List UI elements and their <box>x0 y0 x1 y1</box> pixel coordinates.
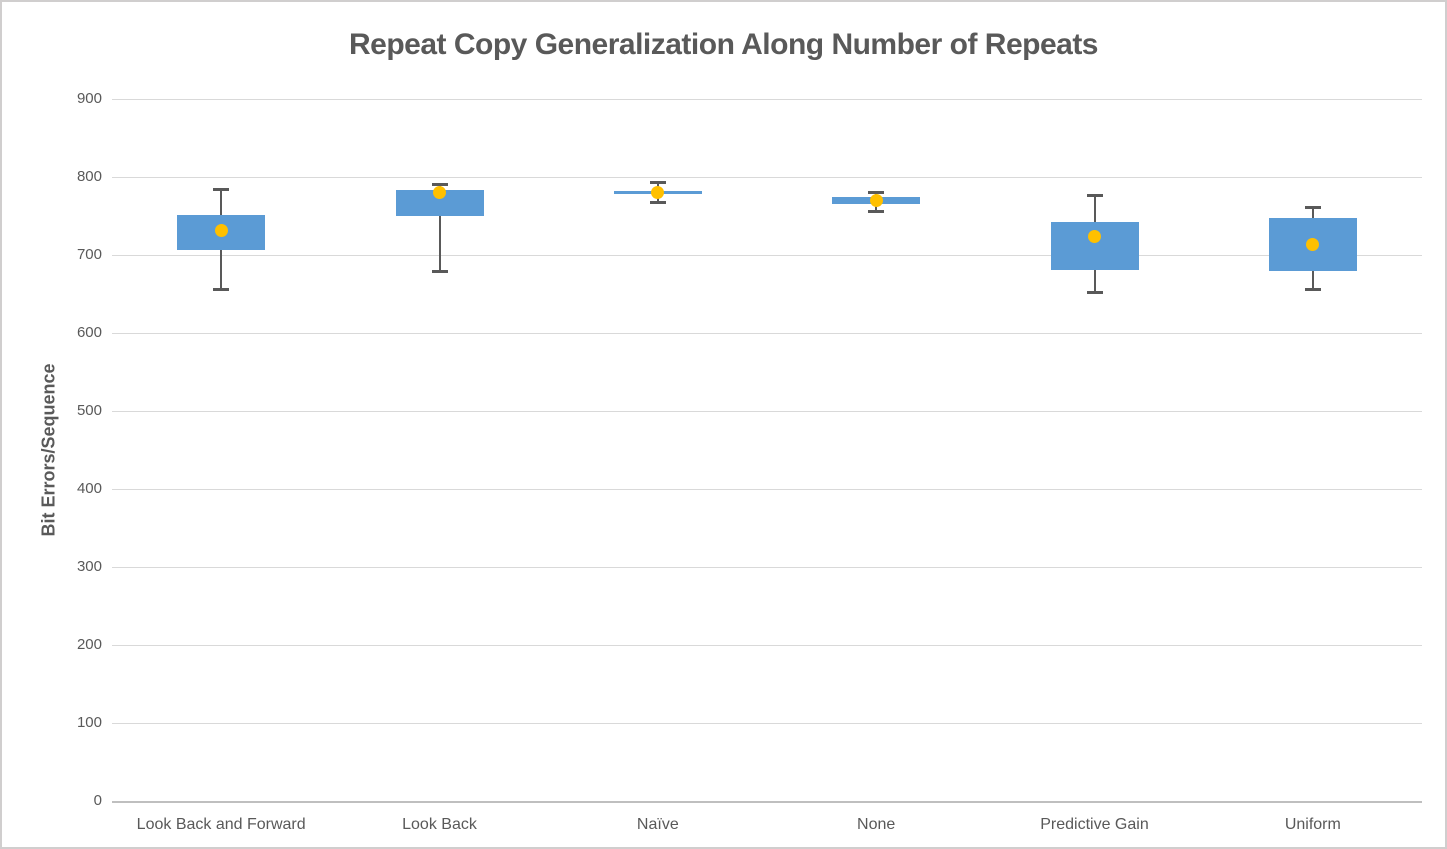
gridline <box>112 567 1422 568</box>
y-tick-label: 100 <box>76 714 102 731</box>
x-category-label: Naïve <box>636 816 679 833</box>
gridline <box>112 177 1422 178</box>
x-category-label: Look Back and Forward <box>136 816 306 833</box>
mean-marker <box>433 186 446 200</box>
whisker-cap-top <box>868 190 885 194</box>
x-category-label: None <box>857 816 896 833</box>
x-category-label: Uniform <box>1284 816 1341 833</box>
x-category-label: Predictive Gain <box>1040 816 1149 833</box>
y-tick-label: 700 <box>76 246 102 263</box>
whisker-cap-bottom <box>1086 291 1103 295</box>
mean-marker <box>214 223 228 237</box>
gridline <box>112 333 1422 334</box>
whisker-cap-bottom <box>213 287 230 291</box>
y-axis-title: Bit Errors/Sequence <box>38 363 59 537</box>
whisker-cap-top <box>431 183 448 187</box>
y-tick-label: 200 <box>76 636 102 653</box>
y-tick-label: 600 <box>76 324 102 341</box>
chart-title: Repeat Copy Generalization Along Number … <box>348 28 1099 61</box>
whisker-cap-bottom <box>868 210 885 214</box>
whisker-cap-top <box>1086 193 1103 197</box>
whisker-cap-bottom <box>1304 287 1321 291</box>
gridline <box>112 723 1422 724</box>
mean-marker <box>869 193 883 207</box>
y-tick-label: 800 <box>76 168 102 185</box>
mean-marker <box>1306 237 1320 251</box>
mean-marker <box>651 186 665 200</box>
gridline <box>112 489 1422 490</box>
gridline <box>112 99 1422 100</box>
whisker-cap-bottom <box>649 200 666 204</box>
whisker-cap-top <box>1304 205 1321 209</box>
y-tick-label: 0 <box>93 792 102 809</box>
y-tick-label: 300 <box>76 558 102 575</box>
whisker-cap-top <box>213 188 230 192</box>
gridline <box>112 255 1422 256</box>
mean-marker <box>1088 229 1101 243</box>
y-tick-label: 500 <box>76 402 102 419</box>
gridline <box>112 645 1422 646</box>
y-tick-label: 900 <box>76 90 102 107</box>
gridline <box>112 411 1422 412</box>
y-tick-label: 400 <box>76 480 102 497</box>
x-axis-line <box>112 801 1422 803</box>
whisker-cap-top <box>649 181 666 185</box>
whisker-cap-bottom <box>431 269 448 273</box>
x-category-label: Look Back <box>402 816 477 833</box>
whisker-line <box>438 184 441 271</box>
